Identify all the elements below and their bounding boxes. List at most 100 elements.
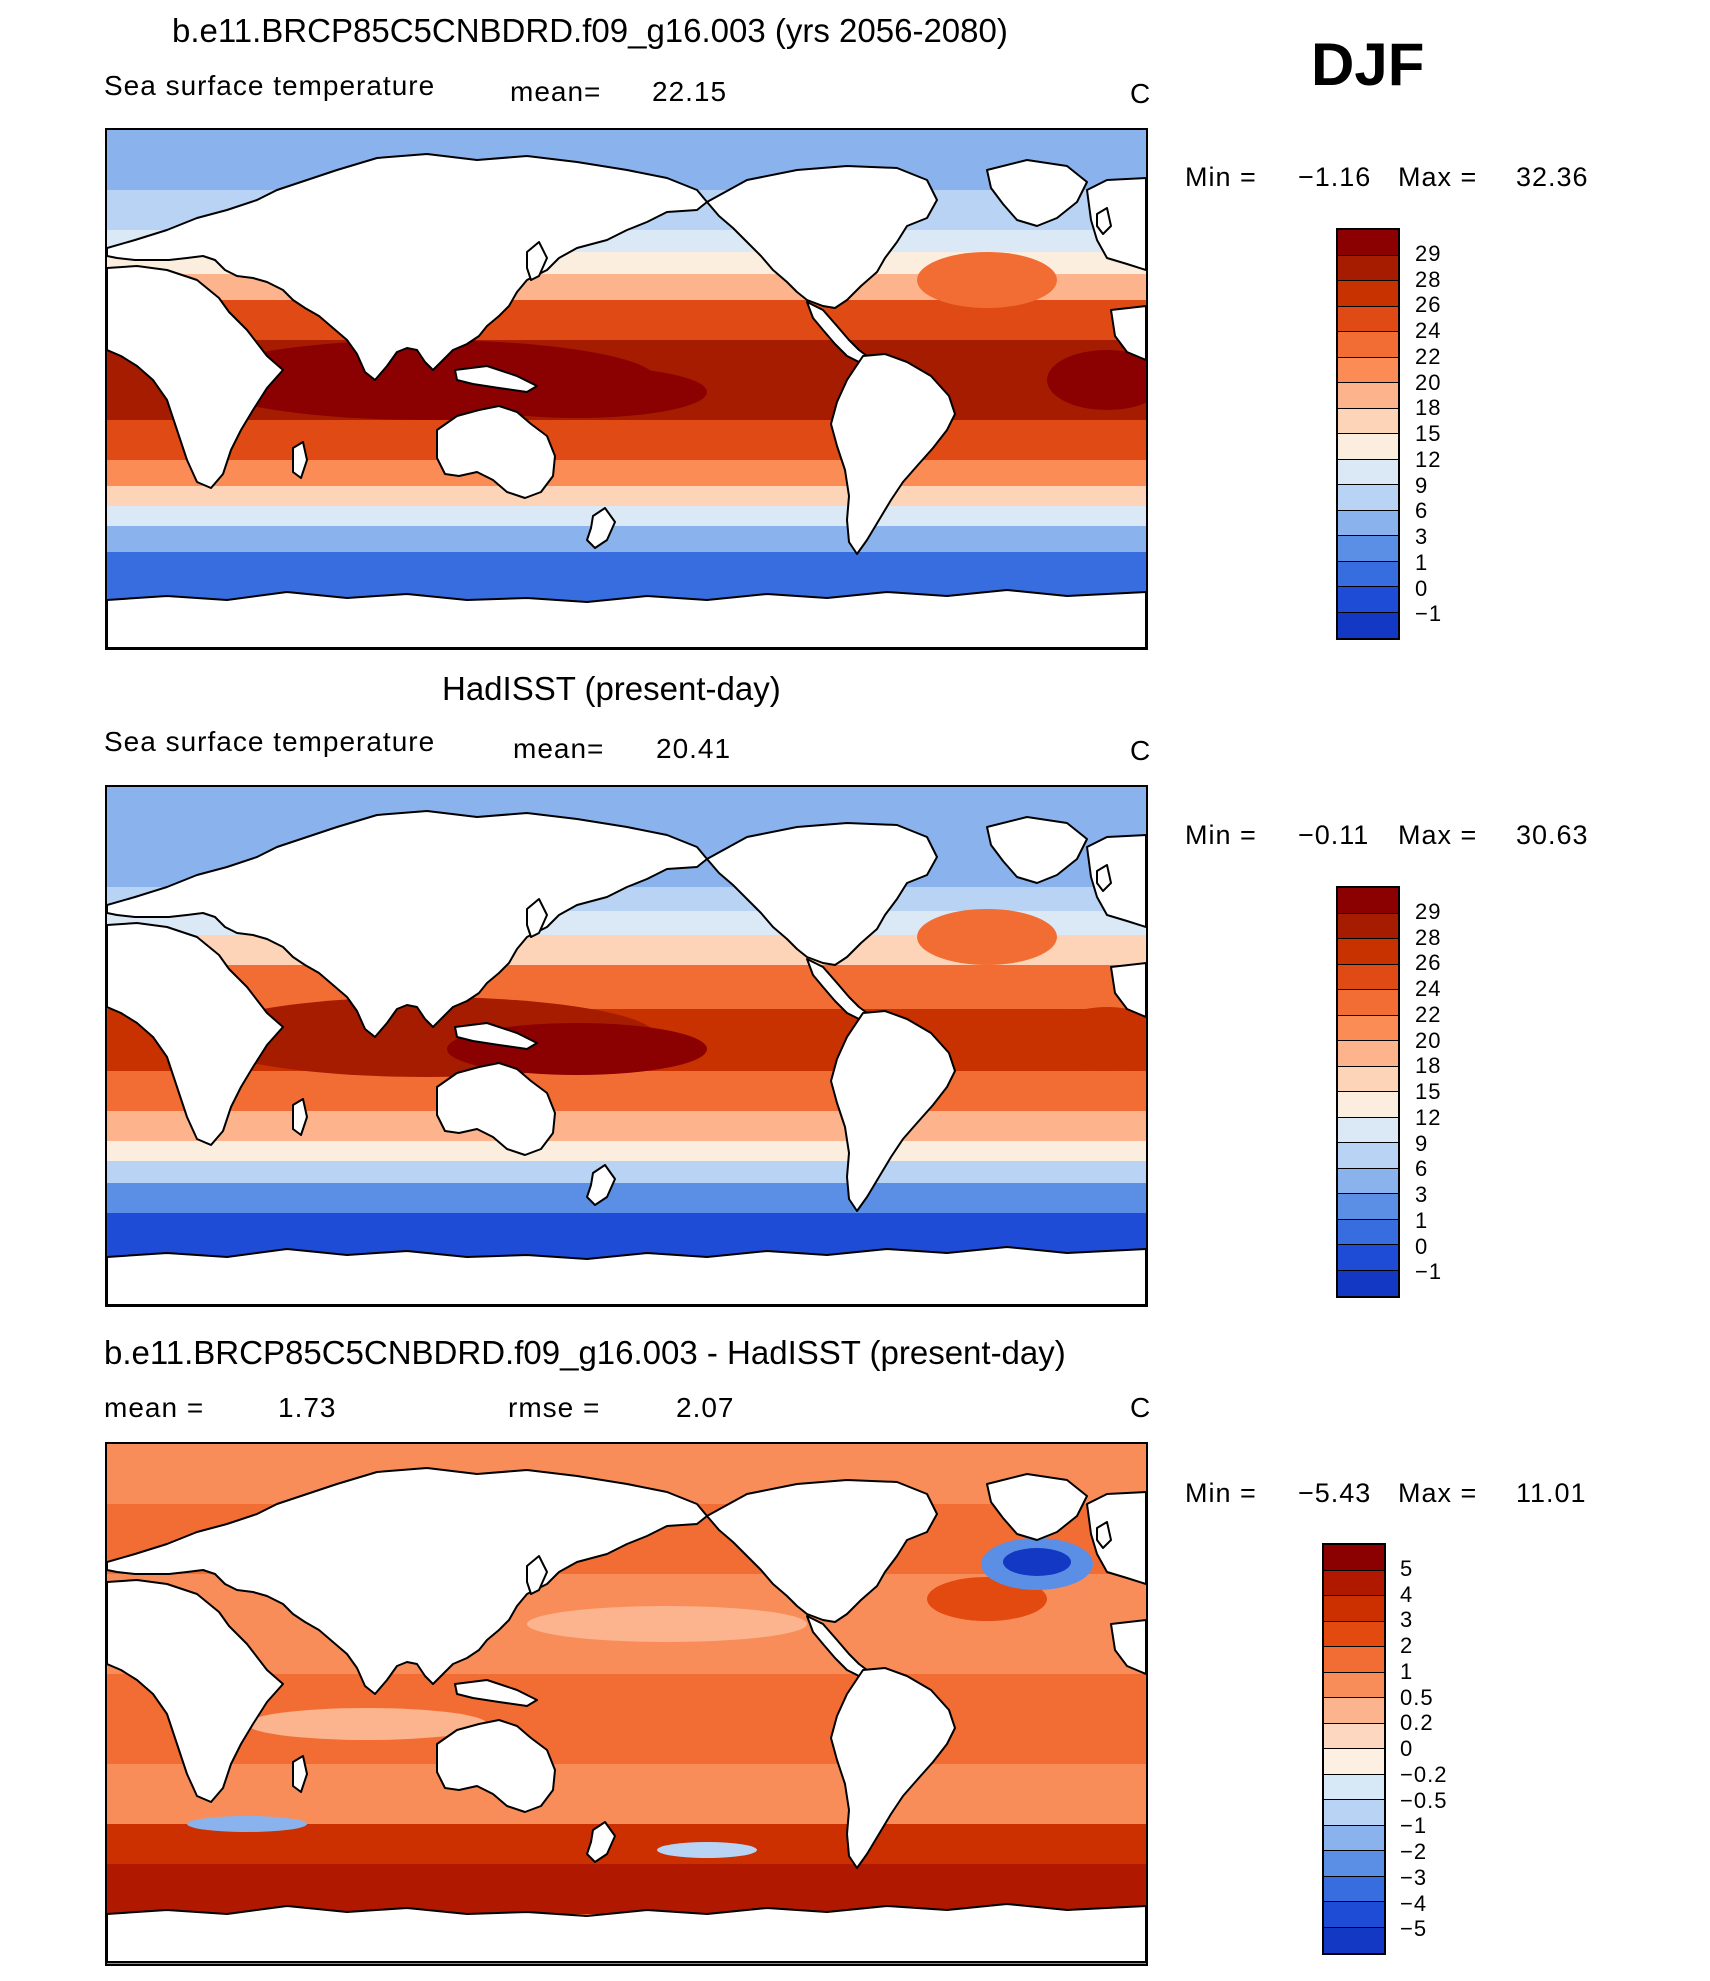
panel1-min-label: Min =	[1185, 162, 1257, 192]
colorbar-swatch	[1324, 1698, 1384, 1724]
sst-band	[107, 460, 1146, 486]
africa-landmass	[107, 1579, 284, 1803]
colorbar-swatch	[1324, 1545, 1384, 1571]
colorbar-tick-label: −1	[1415, 601, 1443, 627]
pacific-weak-anomaly	[527, 1606, 807, 1642]
nz-landmass	[586, 507, 616, 549]
sst-band	[107, 1183, 1146, 1213]
colorbar-swatch	[1338, 939, 1398, 965]
colorbar-swatch	[1338, 306, 1398, 332]
nz-landmass	[586, 1164, 616, 1206]
colorbar-tick-label: 4	[1400, 1581, 1414, 1607]
colorbar-tick-label: 28	[1415, 924, 1442, 950]
panel3-mean-label: mean =	[104, 1392, 205, 1423]
namerica-landmass	[706, 165, 938, 309]
panel1-title: b.e11.BRCP85C5CNBDRD.f09_g16.003 (yrs 20…	[172, 12, 1008, 49]
colorbar-tick-label: 3	[1415, 524, 1429, 549]
panel2-units: C	[1130, 735, 1152, 766]
southern-cool-patch	[187, 1816, 307, 1832]
antarctica-landmass	[107, 589, 1146, 648]
colorbar-tick-label: −1	[1415, 1259, 1443, 1285]
colorbar-tick-label: 6	[1415, 1156, 1429, 1182]
indonesia-landmass	[454, 1022, 538, 1050]
africa2-landmass	[1110, 1619, 1146, 1675]
panel3-min-value: −5.43	[1298, 1478, 1372, 1508]
sst-band	[107, 965, 1146, 1009]
colorbar-tick-label: 18	[1415, 395, 1442, 421]
panel3-mean-value: 1.73	[278, 1392, 337, 1423]
colorbar-tick-label: 24	[1415, 976, 1442, 1001]
colorbar-swatch	[1338, 332, 1398, 358]
samerica-landmass	[830, 353, 956, 555]
japan-landmass	[526, 241, 548, 281]
panel2-mean-value: 20.41	[656, 733, 732, 764]
anomaly-band	[107, 1864, 1146, 1914]
colorbar-swatch	[1324, 1621, 1384, 1647]
africa2-landmass	[1110, 305, 1146, 361]
colorbar-tick-label: 9	[1415, 1130, 1429, 1156]
panel2-colorbar-labels: 29 28 26 24 22 20 18 15 12 9 6 3 1 0 −1	[1415, 886, 1495, 1298]
panel2-mean-label: mean=	[513, 733, 605, 764]
colorbar-tick-label: 0	[1415, 575, 1429, 601]
panel1-map	[105, 128, 1148, 650]
australia-landmass	[436, 1719, 556, 1813]
atlantic-warm	[1047, 350, 1146, 410]
atlantic-warm	[1047, 1007, 1146, 1067]
colorbar-tick-label: 3	[1415, 1182, 1429, 1207]
colorbar-tick-label: 0	[1400, 1736, 1414, 1761]
namerica-landmass	[706, 1479, 938, 1623]
panel2-title: HadISST (present-day)	[442, 670, 781, 707]
colorbar-tick-label: 15	[1415, 421, 1442, 446]
colorbar-swatch	[1338, 1117, 1398, 1143]
colorbar-swatch	[1338, 357, 1398, 383]
colorbar-swatch	[1324, 1851, 1384, 1877]
sst-band	[107, 526, 1146, 552]
colorbar-swatch	[1338, 1041, 1398, 1067]
colorbar-swatch	[1324, 1774, 1384, 1800]
colorbar-swatch	[1338, 510, 1398, 536]
colorbar-tick-label: 12	[1415, 446, 1442, 472]
sst-band	[107, 1141, 1146, 1161]
colorbar-swatch	[1338, 485, 1398, 511]
colorbar-tick-label: 22	[1415, 343, 1442, 369]
colorbar-tick-label: 3	[1400, 1607, 1414, 1633]
colorbar-tick-label: 0.5	[1400, 1684, 1434, 1710]
colorbar-swatch	[1338, 1270, 1398, 1296]
colorbar-swatch	[1338, 612, 1398, 638]
europe2-landmass	[1086, 1491, 1146, 1585]
greenland-landmass	[986, 816, 1088, 884]
africa-landmass	[107, 922, 284, 1146]
sst-band	[107, 1071, 1146, 1111]
panel2-variable-label: Sea surface temperature	[104, 726, 436, 757]
colorbar-swatch	[1338, 459, 1398, 485]
colorbar-tick-label: −0.5	[1400, 1787, 1448, 1813]
sst-band	[107, 1161, 1146, 1183]
colorbar-swatch	[1324, 1876, 1384, 1902]
colorbar-swatch	[1324, 1647, 1384, 1673]
colorbar-swatch	[1324, 1800, 1384, 1826]
colorbar-tick-label: −4	[1400, 1890, 1428, 1916]
panel3-colorbar	[1322, 1543, 1386, 1955]
colorbar-tick-label: −2	[1400, 1839, 1428, 1864]
eurasia-landmass	[107, 1467, 708, 1695]
season-label: DJF	[1311, 31, 1425, 98]
colorbar-swatch	[1324, 1596, 1384, 1622]
panel2-min-value: −0.11	[1298, 820, 1370, 850]
colorbar-tick-label: −3	[1400, 1864, 1428, 1890]
samerica-landmass	[830, 1667, 956, 1869]
madagascar-landmass	[292, 1755, 308, 1793]
colorbar-swatch	[1338, 1194, 1398, 1220]
panel3-rmse-value: 2.07	[676, 1392, 735, 1423]
gulf-stream-warm	[917, 252, 1057, 308]
north-atlantic-cool-core	[1003, 1548, 1071, 1576]
panel1-units: C	[1130, 78, 1152, 109]
panel3-max-label: Max =	[1398, 1478, 1478, 1508]
colorbar-tick-label: 6	[1415, 498, 1429, 524]
colorbar-swatch	[1338, 408, 1398, 434]
colorbar-swatch	[1338, 255, 1398, 281]
panel1-colorbar-labels: 29 28 26 24 22 20 18 15 12 9 6 3 1 0 −1	[1415, 228, 1495, 640]
antarctica-landmass	[107, 1246, 1146, 1305]
colorbar-swatch	[1338, 536, 1398, 562]
colorbar-swatch	[1338, 1245, 1398, 1271]
colorbar-swatch	[1338, 964, 1398, 990]
